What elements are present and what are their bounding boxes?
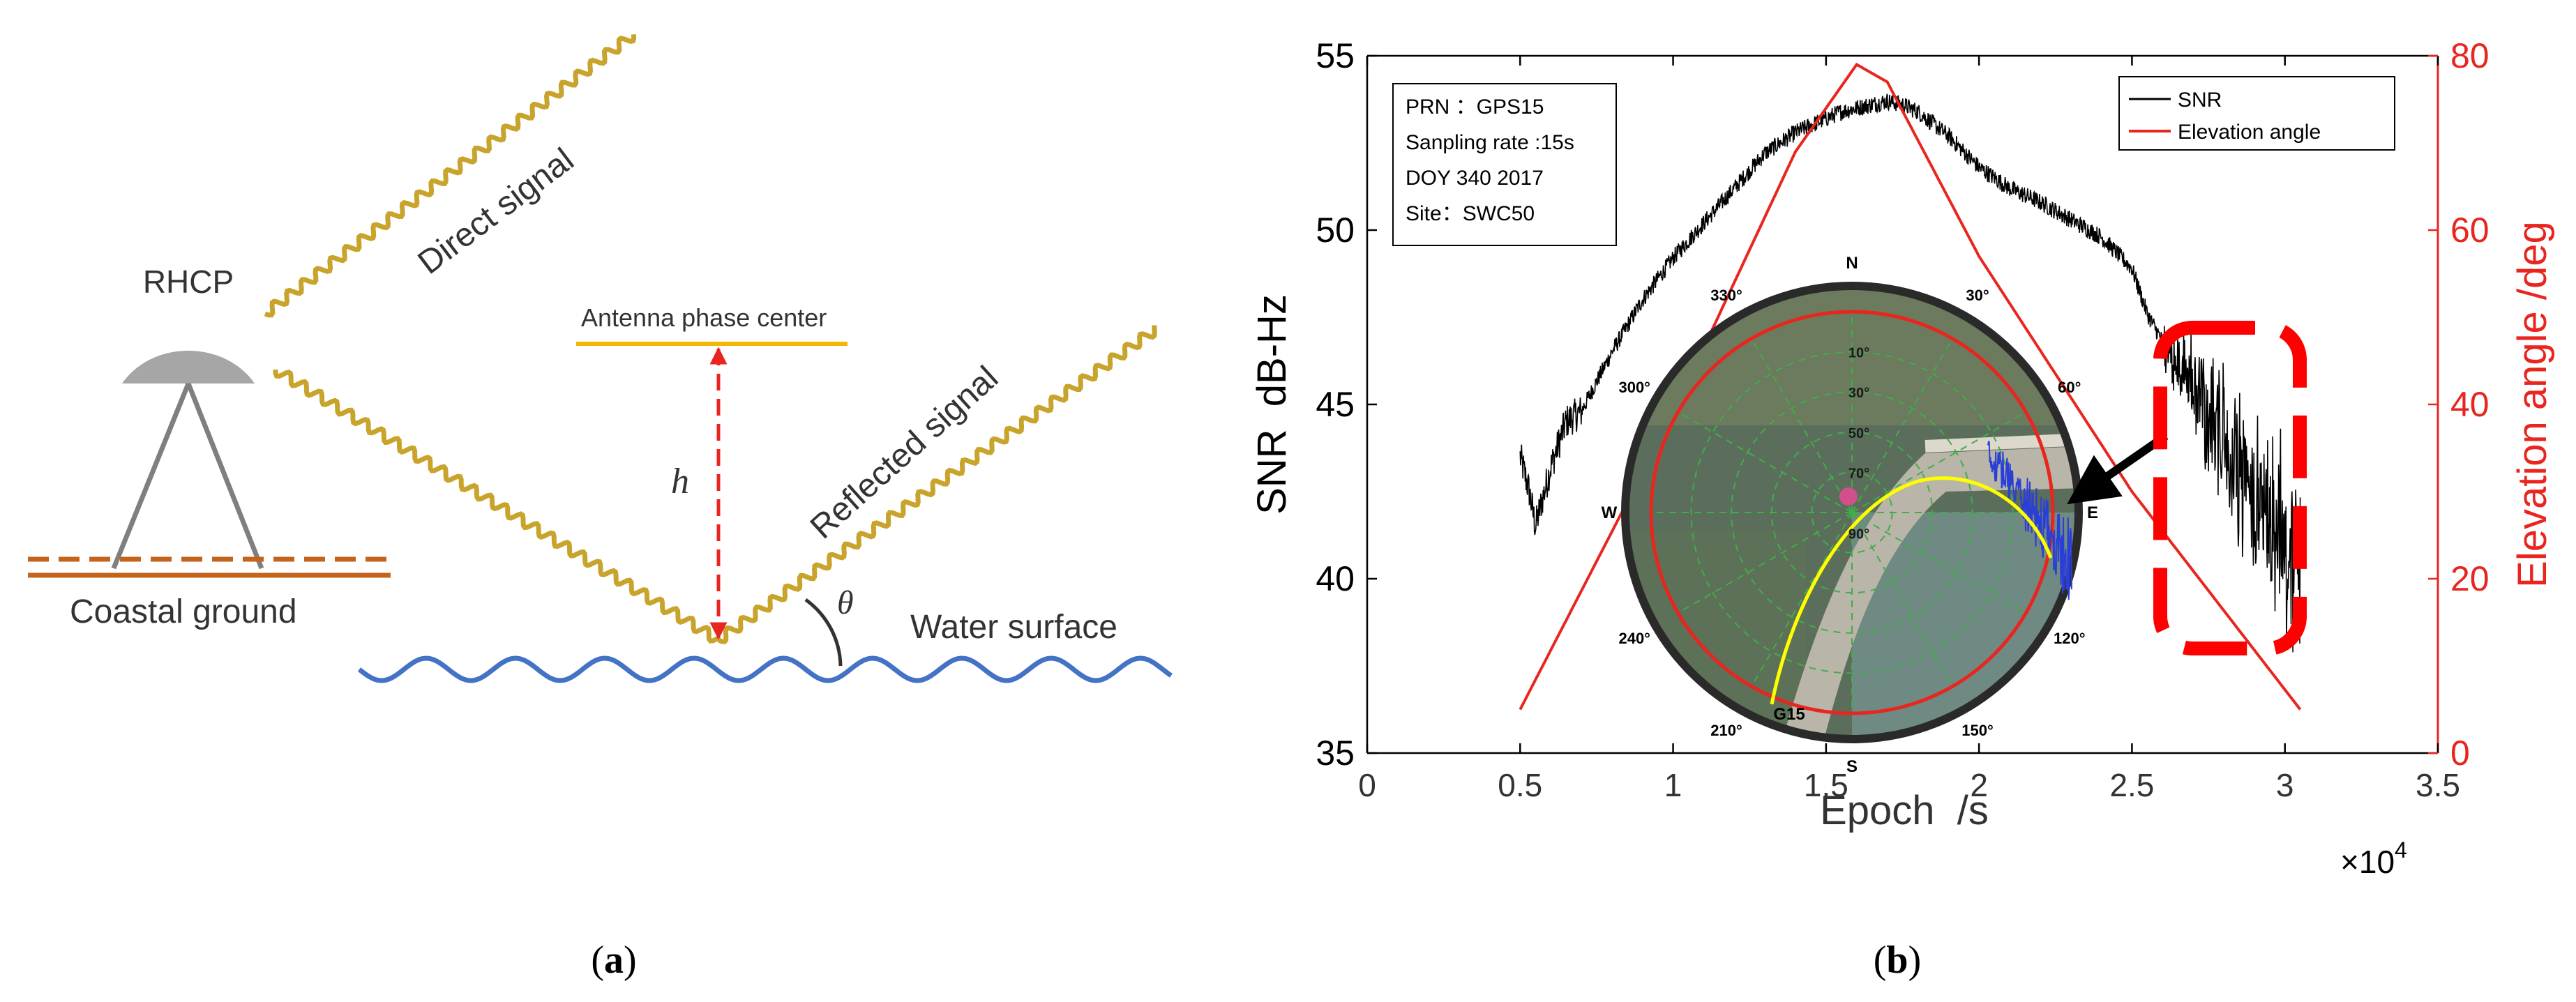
x-tick-label: 2.5 bbox=[2109, 767, 2154, 803]
sky-channel bbox=[1925, 433, 2079, 453]
info-box bbox=[1392, 83, 1617, 246]
skyplot-spoke bbox=[1851, 411, 2026, 513]
panel-b-chart: NSW E30°60°120°150°210°240°300°330°10°30°… bbox=[1249, 36, 2555, 880]
skyplot-ring bbox=[1731, 391, 1973, 634]
direct-signal-label: Direct signal bbox=[412, 142, 581, 282]
x-tick-label: 0 bbox=[1358, 767, 1376, 803]
incoming-reflected-wave bbox=[273, 369, 721, 644]
x-exponent-power: 4 bbox=[2395, 837, 2407, 863]
x-tick-label: 3.5 bbox=[2416, 767, 2460, 803]
skyplot-zenith-marker bbox=[1839, 487, 1858, 506]
y-tick-label: 35 bbox=[1316, 734, 1355, 773]
x-tick-label: 1 bbox=[1664, 767, 1682, 803]
antenna-label: RHCP bbox=[143, 264, 234, 300]
callout-arrow bbox=[2067, 432, 2169, 505]
skyplot-north-label: N bbox=[1846, 254, 1858, 273]
skyplot-azimuth-label: 240° bbox=[1618, 630, 1650, 647]
panel-a-letter: a bbox=[604, 939, 624, 982]
skyplot-spoke bbox=[1851, 338, 1953, 513]
x-tick-label: 2 bbox=[1970, 767, 1988, 803]
panel-a-diagram: RHCP Coastal ground Direct signal Antenn… bbox=[28, 33, 1173, 683]
legend-label-snr: SNR bbox=[2178, 89, 2222, 112]
skyplot-south-label: S bbox=[1846, 757, 1858, 776]
skyplot-ring bbox=[1690, 351, 2014, 674]
legend-label-elevation: Elevation angle bbox=[2178, 121, 2321, 144]
sky-road bbox=[1779, 446, 2079, 739]
panel-b-letter: b bbox=[1886, 939, 1908, 982]
ground-label: Coastal ground bbox=[70, 593, 297, 630]
skyplot-spoke bbox=[1678, 411, 1853, 513]
height-label: h bbox=[671, 462, 689, 501]
y2-tick-label: 40 bbox=[2450, 385, 2490, 424]
skyplot-west-label: W bbox=[1602, 503, 1618, 522]
skyplot-satellite-track bbox=[1770, 476, 2053, 705]
panel-b-label: (b) bbox=[1874, 939, 1921, 982]
skyplot-dark-rim bbox=[1621, 282, 2083, 743]
skyplot-azimuth-label: 150° bbox=[1961, 722, 1994, 739]
skyplot-spoke bbox=[1751, 512, 1853, 687]
y-axis-label: SNR dB-Hz bbox=[1249, 294, 1295, 515]
info-sampling: Sanpling rate :15s bbox=[1406, 131, 1574, 154]
panel-a-label: (a) bbox=[591, 939, 636, 982]
skyplot-spoke bbox=[1851, 512, 2026, 614]
y2-tick-label: 0 bbox=[2450, 734, 2470, 773]
angle-arc bbox=[804, 598, 843, 667]
y2-tick-label: 60 bbox=[2450, 211, 2490, 250]
skyplot-labels: N S W E 30° 60° 120° 150° 210° 240° 300° 330° 10° 30°… bbox=[1602, 254, 2098, 776]
skyplot-east-label: E bbox=[2087, 503, 2098, 522]
x-tick-label: 1.5 bbox=[1804, 767, 1848, 803]
x-tick-label: 0.5 bbox=[1498, 767, 1542, 803]
skyplot-elevation-label: 30° bbox=[1848, 386, 1869, 401]
y-tick-label: 55 bbox=[1316, 36, 1355, 75]
y2-tick-label: 80 bbox=[2450, 36, 2490, 75]
skyplot-spoke bbox=[1851, 512, 1953, 687]
outgoing-reflected-wave bbox=[717, 325, 1157, 644]
x-tick-label: 3 bbox=[2276, 767, 2294, 803]
skyplot-spoke bbox=[1751, 338, 1853, 513]
y-tick-label: 45 bbox=[1316, 385, 1355, 424]
direct-signal-wave bbox=[264, 33, 637, 318]
x-axis-label: Epoch /s bbox=[1820, 788, 1989, 833]
antenna-mast-left bbox=[111, 382, 191, 570]
info-prn: PRN ：GPS15 bbox=[1406, 96, 1544, 119]
skyplot-elevation-label: 10° bbox=[1848, 346, 1869, 361]
skyplot-grid bbox=[1651, 312, 2053, 713]
skyplot-snr-trace bbox=[1987, 441, 2072, 600]
highlight-box bbox=[2153, 321, 2307, 655]
antenna-dome-icon bbox=[122, 350, 255, 384]
skyplot-azimuth-label: 330° bbox=[1710, 287, 1742, 304]
legend-box bbox=[2118, 76, 2395, 151]
skyplot-azimuth-label: 30° bbox=[1966, 287, 1989, 304]
water-surface-wave bbox=[357, 655, 1173, 683]
skyplot-azimuth-label: 60° bbox=[2058, 379, 2081, 396]
apc-label: Antenna phase center bbox=[581, 303, 827, 332]
x-exponent-base: ×10 bbox=[2340, 844, 2395, 880]
y-tick-label: 40 bbox=[1316, 559, 1355, 598]
info-site: Site：SWC50 bbox=[1406, 202, 1535, 225]
angle-label: θ bbox=[837, 584, 854, 621]
skyplot-elevation-label: 90° bbox=[1848, 527, 1869, 542]
water-surface-label: Water surface bbox=[910, 609, 1117, 646]
y-tick-label: 50 bbox=[1316, 211, 1355, 250]
y2-tick-label: 20 bbox=[2450, 559, 2490, 598]
info-doy: DOY 340 2017 bbox=[1406, 167, 1544, 190]
skyplot-azimuth-label: 210° bbox=[1710, 722, 1742, 739]
skyplot-elevation-label: 70° bbox=[1848, 466, 1869, 481]
skyplot-elevation-label: 50° bbox=[1848, 426, 1869, 441]
axes-ticks: 0 0.5 1 1.5 2 2.5 3 3.5 35 40 45 50 55 0 20 40 60 80 bbox=[1316, 36, 2489, 803]
skyplot-red-ring bbox=[1649, 310, 2055, 715]
antenna-mast-right bbox=[186, 382, 264, 570]
legend: SNR Elevation angle bbox=[2118, 76, 2395, 151]
skyplot-azimuth-label: 300° bbox=[1618, 379, 1650, 396]
x-exponent-label: ×104 bbox=[2340, 837, 2407, 880]
y2-axis-label: Elevation angle /deg bbox=[2510, 221, 2555, 588]
skyplot-satellite-label: G15 bbox=[1773, 705, 1805, 724]
skyplot-spoke bbox=[1678, 512, 1853, 614]
skyplot-azimuth-label: 120° bbox=[2054, 630, 2086, 647]
